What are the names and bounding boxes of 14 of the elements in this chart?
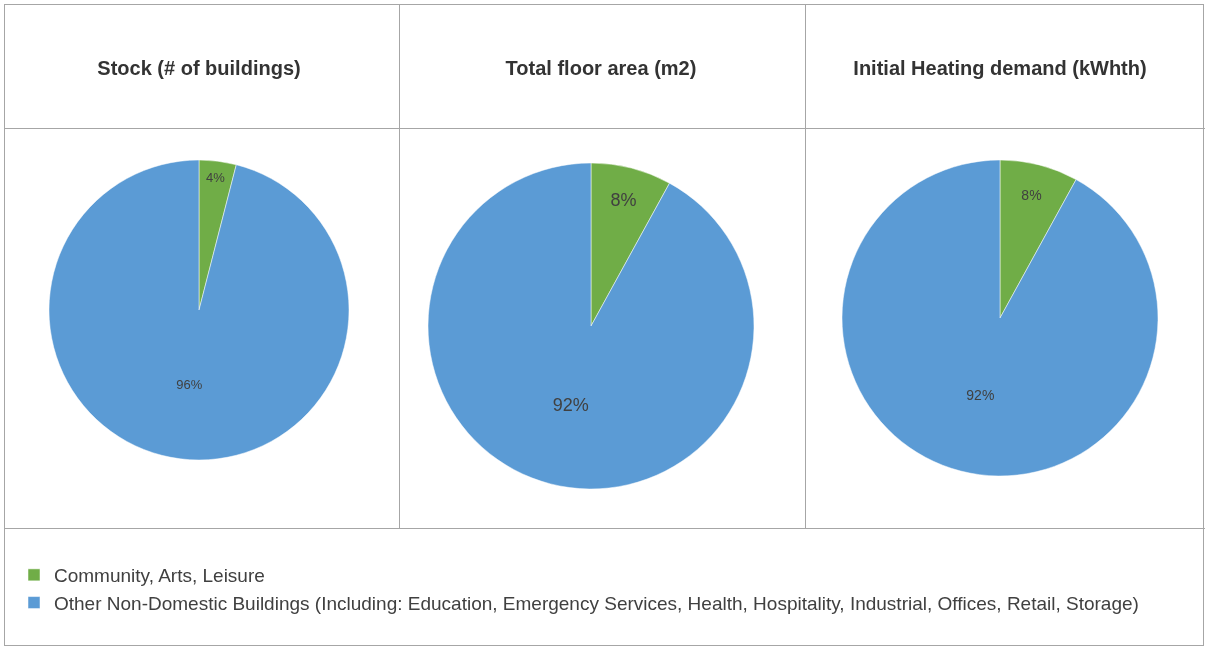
chart-title: Total floor area (m2) xyxy=(505,57,697,79)
data-label: 8% xyxy=(610,189,637,210)
data-label: 4% xyxy=(206,170,226,186)
legend-label: Community, Arts, Leisure xyxy=(54,565,265,587)
data-label: 8% xyxy=(1021,187,1042,204)
chart-title: Stock (# of buildings) xyxy=(97,57,301,79)
pie-slice xyxy=(48,159,350,460)
data-label: 96% xyxy=(176,376,203,392)
pie-slice xyxy=(427,162,755,489)
chart-title: Initial Heating demand (kWhth) xyxy=(853,57,1147,79)
legend-label: Other Non-Domestic Buildings (Including: Education, Emergency Services, Health, Hospitality, Industrial, Offices, Retail, Storage) xyxy=(54,592,1139,614)
data-label: 92% xyxy=(966,386,995,403)
data-label: 92% xyxy=(552,394,589,415)
pie-slice xyxy=(841,159,1159,476)
